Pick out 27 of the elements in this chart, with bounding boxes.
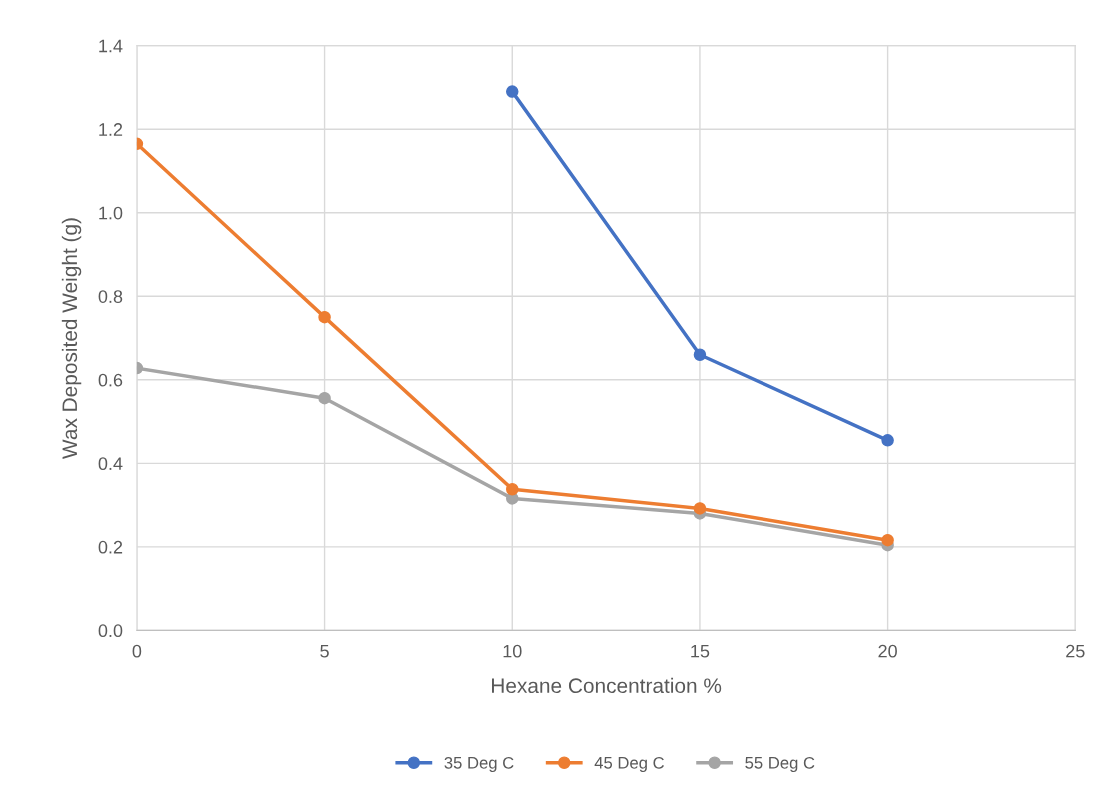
y-tick-label: 0.4 [98, 457, 123, 471]
legend-label: 55 Deg C [745, 756, 815, 773]
point [318, 391, 331, 405]
point [881, 434, 894, 447]
y-tick-label: 1.4 [99, 39, 123, 53]
point [881, 533, 894, 547]
point [693, 348, 707, 361]
x-tick-label: 15 [691, 644, 710, 658]
y-tick-label: 0.2 [98, 540, 123, 554]
y-tick-label: 1.2 [99, 123, 123, 136]
x-tick-label: 10 [503, 644, 522, 658]
legend-label: 45 Deg C [594, 756, 664, 773]
point [693, 502, 707, 515]
x-tick-label: 20 [878, 644, 897, 658]
y-tick-label: 0.0 [98, 624, 123, 638]
point [506, 482, 519, 496]
x-tick-label: 25 [1066, 644, 1085, 658]
y-tick-label: 1.0 [99, 206, 123, 220]
y-axis-title: Wax Deposited Weight (g) [61, 218, 82, 459]
y-tick-label: 0.8 [98, 290, 123, 303]
x-tick-label: 5 [320, 644, 329, 658]
x-axis-title: Hexane Concentration % [492, 677, 722, 694]
y-tick-label: 0.6 [98, 373, 123, 387]
x-tick-label: 0 [132, 644, 142, 658]
point [506, 85, 519, 98]
legend-label: 35 Deg C [444, 756, 514, 773]
point [318, 310, 331, 324]
